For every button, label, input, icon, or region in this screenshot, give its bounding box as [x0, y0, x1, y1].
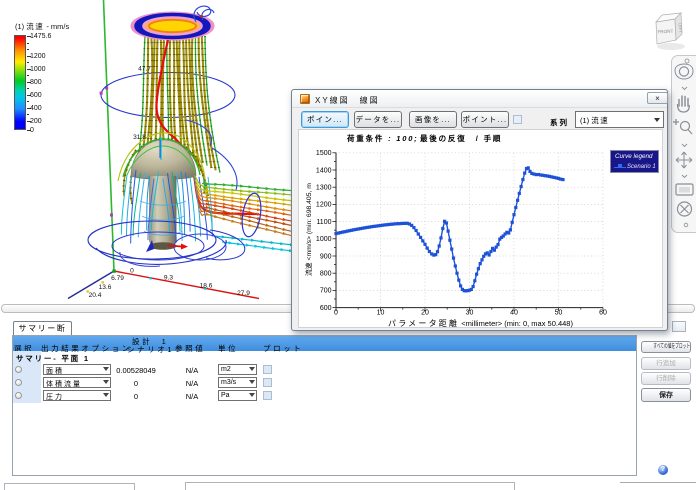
svg-text:1300: 1300: [316, 185, 332, 192]
svg-text:流速 <mm/s> (min: 698.405, m: 流速 <mm/s> (min: 698.405, m: [304, 183, 313, 276]
svg-text:0: 0: [334, 310, 338, 317]
svg-text:0: 0: [130, 268, 134, 275]
svg-text:9.3: 9.3: [164, 275, 173, 282]
svg-text:20: 20: [421, 310, 429, 317]
svg-text:18.6: 18.6: [200, 283, 213, 290]
svg-text:20.4: 20.4: [89, 292, 102, 299]
svg-text:31.8: 31.8: [133, 134, 146, 141]
svg-text:600: 600: [320, 305, 332, 312]
svg-text:1400: 1400: [316, 167, 332, 174]
svg-text:800: 800: [320, 271, 332, 278]
svg-text:50: 50: [555, 310, 563, 317]
svg-text:700: 700: [320, 288, 332, 295]
svg-text:FRONT: FRONT: [657, 29, 673, 35]
svg-text:47.7: 47.7: [138, 66, 151, 73]
svg-text:1000: 1000: [316, 236, 332, 243]
svg-text:LEFT: LEFT: [677, 23, 683, 34]
svg-text:13.6: 13.6: [99, 284, 112, 291]
svg-text:6.79: 6.79: [111, 275, 124, 282]
svg-text:1100: 1100: [316, 219, 331, 226]
svg-text:60: 60: [599, 310, 607, 317]
svg-text:900: 900: [320, 253, 332, 260]
svg-text:30: 30: [466, 310, 474, 317]
svg-text:1200: 1200: [316, 202, 332, 209]
svg-text:10: 10: [377, 310, 385, 317]
svg-text:27.9: 27.9: [237, 290, 250, 297]
svg-text:1500: 1500: [316, 150, 332, 157]
svg-text:40: 40: [510, 310, 518, 317]
